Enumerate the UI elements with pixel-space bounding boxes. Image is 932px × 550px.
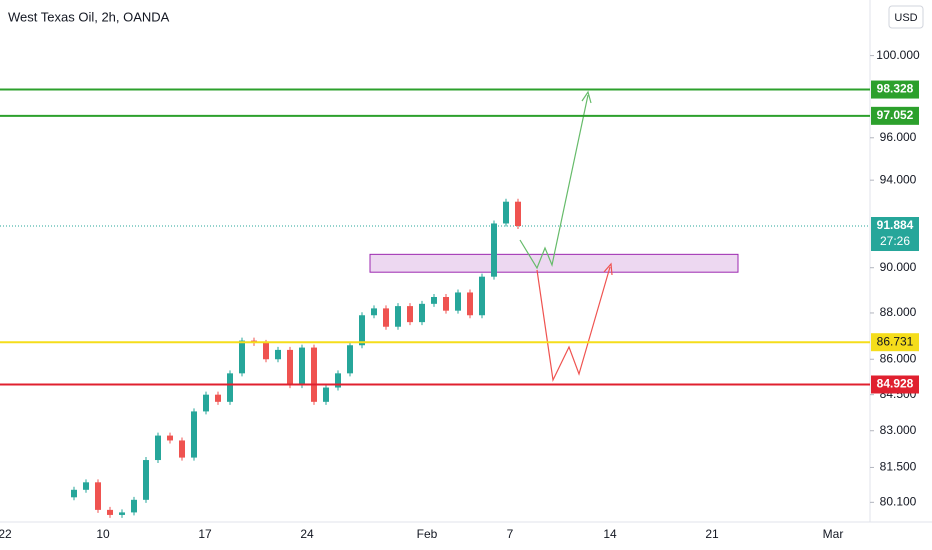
level-tag-label: 98.328 [877, 82, 914, 96]
candle-body [347, 345, 353, 374]
level-tag [871, 106, 919, 125]
candle-body [143, 460, 149, 500]
level-tag [871, 375, 919, 394]
candle-body [479, 276, 485, 316]
candle-body [359, 315, 365, 346]
candle-body [455, 292, 461, 311]
candle-body [419, 303, 425, 323]
countdown-label: 27:26 [880, 234, 910, 248]
green-arrowhead [581, 90, 592, 104]
y-tick-label: 83.000 [880, 423, 917, 437]
candle-body [395, 306, 401, 327]
candle-body [335, 373, 341, 388]
green-projection [519, 94, 589, 270]
candle-body [191, 411, 197, 458]
candle-body [491, 223, 497, 277]
candle-body [431, 297, 437, 304]
candle-body [131, 499, 137, 513]
x-tick-label: 17 [198, 527, 212, 541]
candle-body [155, 435, 161, 461]
level-tag [871, 80, 919, 99]
x-tick-label: Feb [417, 527, 438, 541]
chart-title: West Texas Oil, 2h, OANDA [8, 9, 170, 24]
candle-body [215, 394, 221, 402]
candle-body [71, 489, 77, 498]
candle-body [179, 440, 185, 458]
candle-body [203, 394, 209, 412]
candle-body [323, 387, 329, 402]
red-arrowhead [603, 262, 613, 276]
y-tick-label: 100.000 [876, 48, 920, 62]
level-tag-label: 86.731 [877, 334, 914, 348]
x-tick-label: 14 [603, 527, 617, 541]
level-tag-label: 97.052 [877, 108, 914, 122]
plot-area [0, 90, 870, 518]
red-projection [536, 266, 611, 383]
candle-body [515, 201, 521, 227]
x-tick-label: 7 [507, 527, 514, 541]
last-price-label: 91.884 [877, 218, 914, 232]
candle-body [227, 373, 233, 402]
candle-body [83, 482, 89, 490]
candle-body [443, 297, 449, 311]
currency-label[interactable]: USD [894, 12, 917, 24]
candle-body [467, 292, 473, 316]
x-tick-label: 24 [300, 527, 314, 541]
level-tag-label: 84.928 [877, 377, 914, 391]
y-tick-label: 86.000 [880, 351, 917, 365]
candle-body [239, 340, 245, 374]
candle-body [263, 342, 269, 360]
candle-body [167, 435, 173, 441]
y-tick-label: 90.000 [880, 260, 917, 274]
y-tick-label: 96.000 [880, 130, 917, 144]
y-tick-label: 81.500 [880, 460, 917, 474]
x-tick-label: 22 [0, 527, 12, 541]
level-tag [871, 333, 919, 352]
x-tick-label: 21 [705, 527, 719, 541]
candle-body [371, 308, 377, 316]
last-price-tag [871, 217, 919, 252]
candle-body [119, 512, 125, 515]
x-tick-label: 10 [96, 527, 110, 541]
candle-body [299, 347, 305, 386]
candle-body [275, 349, 281, 360]
candle-body [383, 308, 389, 327]
candle-body [407, 306, 413, 323]
candle-body [503, 201, 509, 224]
candle-body [287, 349, 293, 386]
y-tick-label: 80.100 [880, 495, 917, 509]
candle-body [95, 482, 101, 510]
y-tick-label: 94.000 [880, 172, 917, 186]
x-tick-label: Mar [823, 527, 844, 541]
candle-body [107, 509, 113, 515]
y-tick-label: 88.000 [880, 305, 917, 319]
currency-button[interactable] [888, 5, 924, 29]
candle-body [311, 347, 317, 402]
